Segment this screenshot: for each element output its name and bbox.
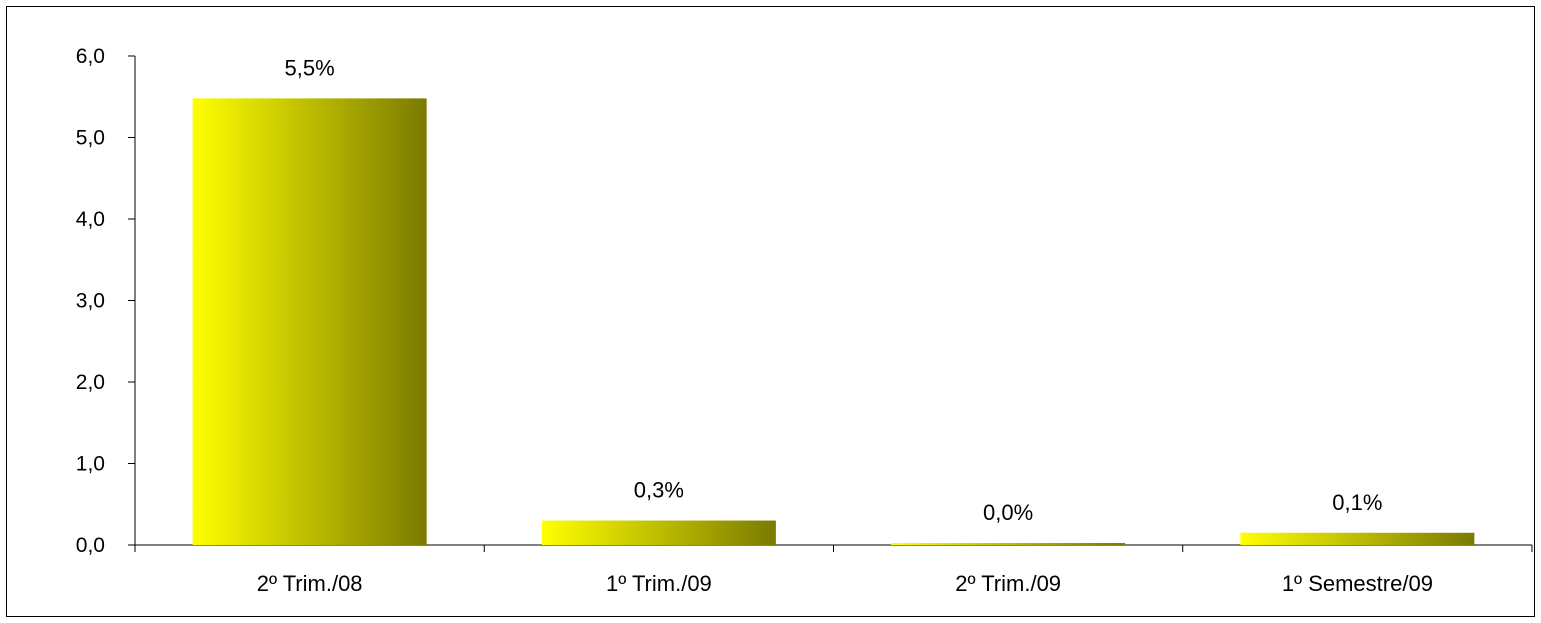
- bar: [1240, 532, 1475, 545]
- bar: [192, 98, 427, 545]
- data-label: 0,3%: [634, 478, 684, 503]
- data-label: 0,0%: [983, 500, 1033, 525]
- bar: [541, 520, 776, 545]
- data-label: 5,5%: [285, 55, 335, 80]
- y-tick-label: 3,0: [76, 290, 105, 313]
- data-label: 0,1%: [1332, 490, 1382, 515]
- y-tick-label: 5,0: [76, 127, 105, 150]
- category-label: 1º Semestre/09: [1282, 571, 1433, 596]
- y-tick-label: 2,0: [76, 371, 105, 394]
- category-label: 2º Trim./08: [257, 571, 363, 596]
- y-tick-label: 6,0: [76, 45, 105, 68]
- category-label: 1º Trim./09: [606, 571, 712, 596]
- bar: [891, 543, 1126, 545]
- plot-area: 0,0 1,0 2,0 3,0 4,0 5,0 6,0 5,5% 2º Trim./08 0,3%…: [76, 45, 1533, 596]
- y-tick-label: 1,0: [76, 453, 105, 476]
- category-label: 2º Trim./09: [955, 571, 1061, 596]
- y-tick-label: 0,0: [76, 534, 105, 557]
- y-tick-label: 4,0: [76, 208, 105, 231]
